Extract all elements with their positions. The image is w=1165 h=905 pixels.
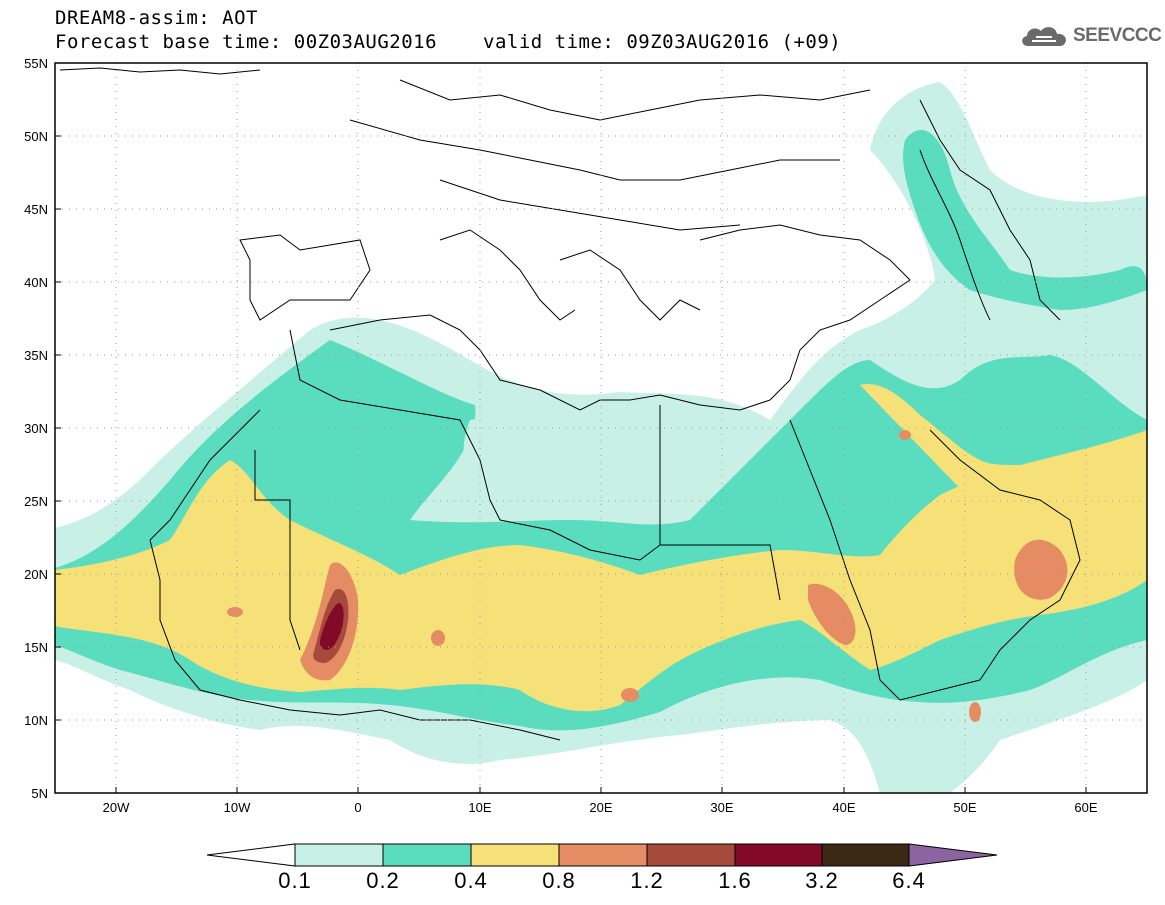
lat-label: 25N bbox=[24, 494, 48, 509]
axis-ticks bbox=[55, 62, 1087, 794]
colorbar-swatch bbox=[382, 843, 472, 867]
lon-labels: 20W 10W 0 10E 20E 30E 40E 50E 60E bbox=[103, 800, 1098, 815]
aot-band-0.1 bbox=[463, 415, 740, 512]
lon-label: 10E bbox=[468, 800, 491, 815]
logo-text: SEEVCCC bbox=[1073, 25, 1162, 46]
colorbar bbox=[206, 843, 998, 867]
colorbar-label: 0.1 bbox=[278, 868, 312, 893]
forecast-base-time: Forecast base time: 00Z03AUG2016 bbox=[55, 31, 438, 53]
lat-labels: 55N 50N 45N 40N 35N 30N 25N 20N 15N 10N … bbox=[24, 56, 48, 801]
gridlines bbox=[55, 63, 1147, 793]
colorbar-swatch bbox=[470, 843, 560, 867]
map-title: DREAM8-assim: AOT bbox=[55, 7, 258, 29]
coastlines bbox=[59, 67, 1081, 741]
colorbar-swatch bbox=[558, 843, 648, 867]
seevccc-logo: SEEVCCC bbox=[1018, 22, 1162, 50]
colorbar-swatch bbox=[646, 843, 736, 867]
aot-band-0.8 bbox=[969, 702, 981, 722]
lat-label: 5N bbox=[31, 786, 48, 801]
aot-band-1.6 bbox=[319, 602, 344, 650]
colorbar-label: 0.8 bbox=[542, 868, 576, 893]
cloud-icon bbox=[1022, 27, 1067, 46]
aot-band-0.2 bbox=[903, 130, 1147, 310]
lon-label: 60E bbox=[1074, 800, 1097, 815]
lon-label: 40E bbox=[832, 800, 855, 815]
colorbar-label: 1.6 bbox=[718, 868, 752, 893]
colorbar-swatch bbox=[734, 843, 823, 867]
colorbar-swatch bbox=[294, 843, 384, 867]
lon-label: 20E bbox=[589, 800, 612, 815]
colorbar-label: 3.2 bbox=[805, 868, 839, 893]
colorbar-min-arrow bbox=[206, 843, 296, 867]
lat-label: 40N bbox=[24, 275, 48, 290]
lat-label: 20N bbox=[24, 567, 48, 582]
lat-label: 50N bbox=[24, 129, 48, 144]
aot-band-0.8 bbox=[1014, 539, 1068, 600]
lat-label: 30N bbox=[24, 421, 48, 436]
colorbar-label: 1.2 bbox=[630, 868, 664, 893]
colorbar-label: 6.4 bbox=[892, 868, 926, 893]
lon-label: 30E bbox=[710, 800, 733, 815]
colorbar-swatch bbox=[821, 843, 910, 867]
colorbar-max-arrow bbox=[908, 843, 998, 867]
lon-label: 10W bbox=[224, 800, 251, 815]
lon-label: 20W bbox=[103, 800, 130, 815]
lat-label: 15N bbox=[24, 640, 48, 655]
aot-band-0.4 bbox=[860, 384, 1050, 530]
aot-band-0.8 bbox=[227, 607, 243, 617]
lat-label: 45N bbox=[24, 202, 48, 217]
lat-label: 55N bbox=[24, 56, 48, 71]
aot-band-0.8 bbox=[899, 430, 911, 440]
lat-label: 10N bbox=[24, 713, 48, 728]
lon-label: 0 bbox=[354, 800, 361, 815]
colorbar-label: 0.4 bbox=[454, 868, 488, 893]
colorbar-label: 0.2 bbox=[366, 868, 400, 893]
aot-field bbox=[55, 82, 1147, 793]
aot-band-0.8 bbox=[621, 688, 639, 702]
lon-label: 50E bbox=[953, 800, 976, 815]
time-line: Forecast base time: 00Z03AUG2016 valid ti… bbox=[55, 31, 841, 53]
valid-time: valid time: 09Z03AUG2016 (+09) bbox=[483, 31, 842, 53]
lat-label: 35N bbox=[24, 348, 48, 363]
aot-band-0.8 bbox=[431, 630, 445, 646]
aot-band-0.8 bbox=[808, 583, 856, 645]
